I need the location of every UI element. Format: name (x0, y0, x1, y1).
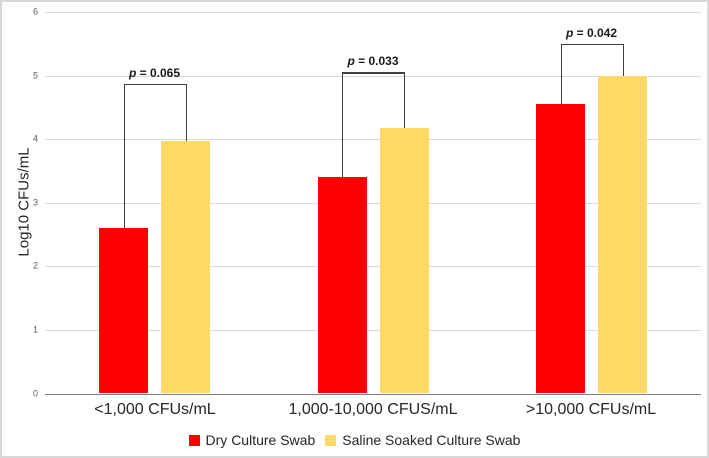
bar-dry-culture-swab (317, 177, 367, 394)
plot-area: p = 0.065 p = 0.033 p = 0.042 (45, 12, 701, 395)
gridline (45, 75, 701, 77)
x-axis-labels: <1,000 CFUs/mL 1,000-10,000 CFUS/mL >10,… (2, 401, 707, 423)
legend-swatch-yellow-icon (325, 434, 337, 446)
bar-saline-soaked-culture-swab (379, 128, 429, 394)
y-tick-label: 5 (32, 70, 38, 81)
legend-swatch-red-icon (188, 434, 200, 446)
gridline (45, 12, 701, 13)
gridline (45, 266, 701, 268)
y-tick-label: 3 (32, 197, 38, 208)
significance-bracket (123, 83, 125, 229)
x-axis-line (45, 393, 701, 395)
y-tick-label: 0 (32, 388, 38, 398)
legend-item-saline-soaked-culture-swab: Saline Soaked Culture Swab (325, 432, 520, 448)
bar-saline-soaked-culture-swab (598, 75, 647, 394)
y-tick-label: 4 (32, 133, 38, 144)
significance-bracket (622, 43, 624, 76)
significance-bracket (185, 83, 187, 142)
significance-bracket (404, 72, 406, 129)
gridline (45, 329, 701, 331)
x-category-label: 1,000-10,000 CFUS/mL (288, 401, 458, 418)
significance-bracket (560, 43, 562, 105)
significance-p-label: p = 0.042 (565, 25, 618, 40)
bar-saline-soaked-culture-swab (161, 141, 210, 394)
legend: Dry Culture Swab Saline Soaked Culture S… (2, 431, 707, 449)
y-tick-label: 2 (32, 260, 38, 271)
significance-bracket (342, 72, 404, 74)
legend-label: Dry Culture Swab (205, 432, 316, 448)
y-tick-label: 1 (32, 324, 38, 335)
x-category-label: >10,000 CFUs/mL (525, 401, 657, 418)
significance-p-label: p = 0.033 (347, 54, 399, 69)
x-category-label: <1,000 CFUs/mL (94, 401, 216, 418)
bar-dry-culture-swab (99, 228, 148, 394)
significance-p-label: p = 0.065 (128, 65, 181, 80)
significance-bracket (342, 72, 344, 178)
y-tick-label: 6 (32, 6, 38, 17)
gridline (45, 139, 701, 141)
gridline (45, 202, 701, 204)
legend-item-dry-culture-swab: Dry Culture Swab (188, 432, 316, 448)
bar-dry-culture-swab (536, 104, 585, 394)
legend-label: Saline Soaked Culture Swab (342, 432, 521, 448)
significance-bracket (560, 43, 623, 46)
significance-bracket (123, 83, 186, 86)
